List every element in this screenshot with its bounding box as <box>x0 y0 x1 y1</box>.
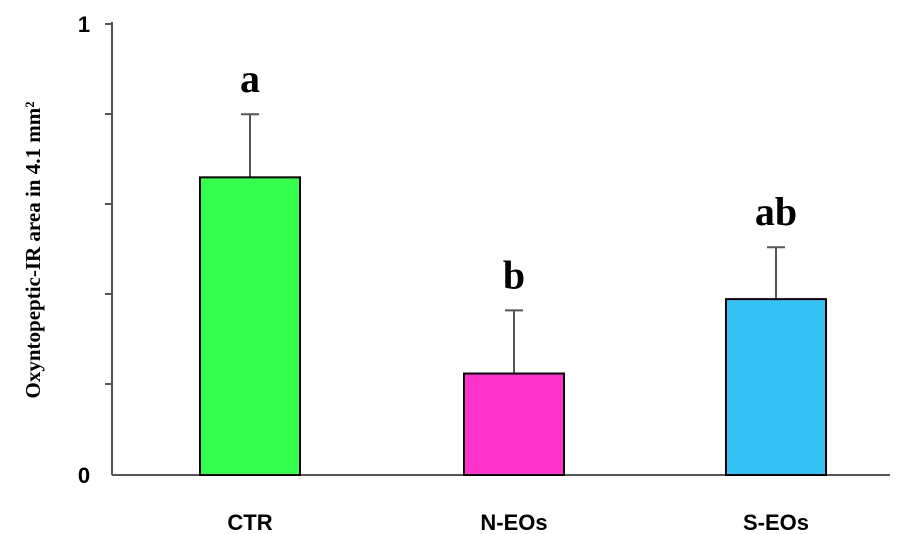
bar-s-eos <box>725 298 827 476</box>
y-tick-label-max: 1 <box>78 12 90 37</box>
significance-label-s-eos: ab <box>755 189 797 234</box>
y-axis-title: Oxyntopeptic-IR area in 4.1 mm² <box>21 102 45 399</box>
x-tick-label-n-eos: N-EOs <box>480 510 547 534</box>
significance-label-n-eos: b <box>503 252 525 297</box>
bar-ctr <box>199 176 301 476</box>
x-tick-label-ctr: CTR <box>227 510 272 534</box>
y-tick-label-min: 0 <box>78 463 90 488</box>
bar-n-eos <box>463 372 565 476</box>
bars-group: CTR a N-EOs b S-EOs ab <box>199 56 827 534</box>
x-tick-label-s-eos: S-EOs <box>743 510 809 534</box>
significance-label-ctr: a <box>240 56 260 101</box>
